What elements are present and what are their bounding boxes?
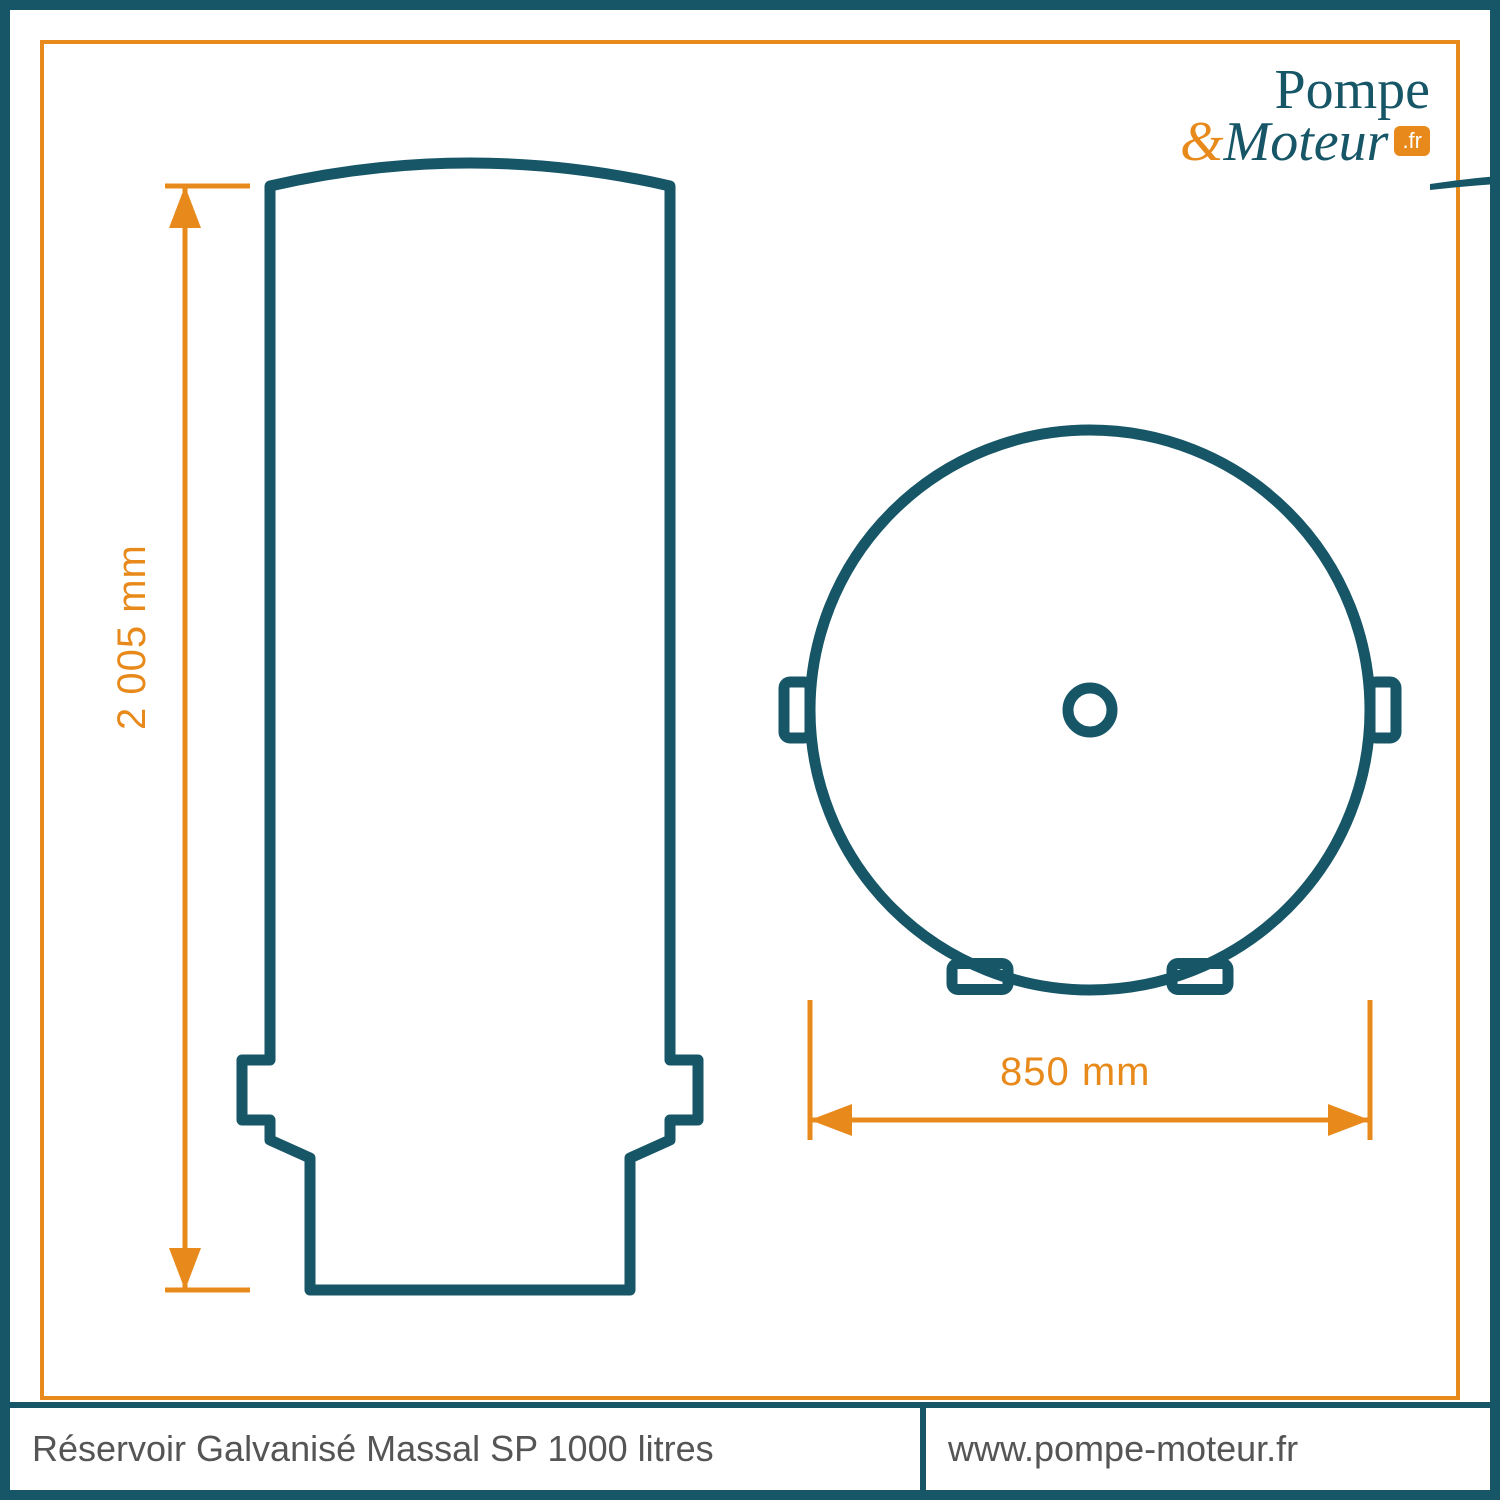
footer-product-name: Réservoir Galvanisé Massal SP 1000 litre…: [10, 1408, 926, 1490]
height-dimension-label: 2 005 mm: [110, 544, 155, 730]
footer-url: www.pompe-moteur.fr: [926, 1408, 1490, 1490]
outer-frame: Pompe &Moteur.fr 2 005 mm 850 mm Réservo…: [0, 0, 1500, 1500]
footer-bar: Réservoir Galvanisé Massal SP 1000 litre…: [10, 1402, 1490, 1490]
technical-drawing: [10, 10, 1490, 1410]
width-dimension-label: 850 mm: [1000, 1050, 1151, 1095]
